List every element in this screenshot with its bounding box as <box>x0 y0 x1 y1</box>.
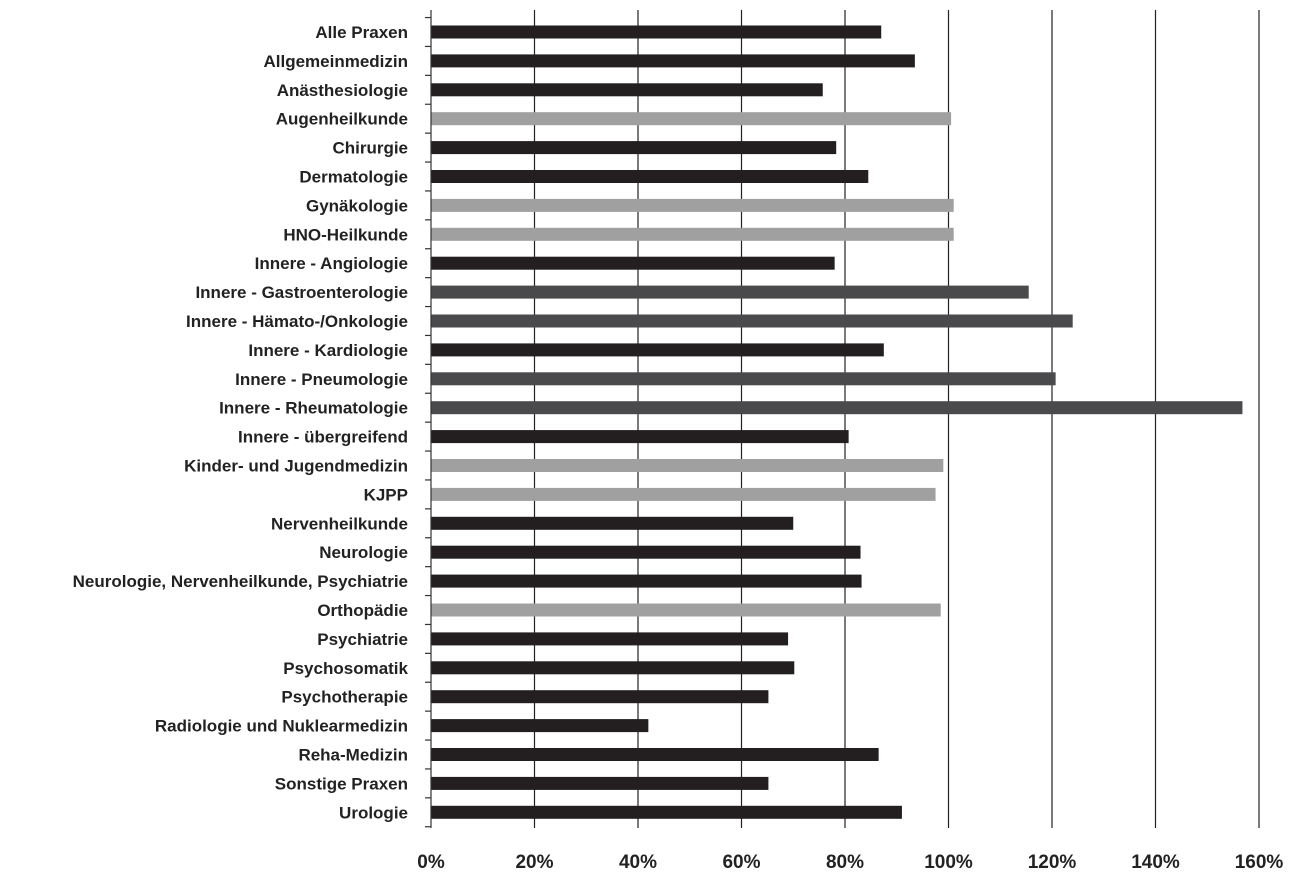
category-label: KJPP <box>364 485 408 504</box>
category-label: Nervenheilkunde <box>271 514 408 533</box>
x-tick-label: 80% <box>826 852 864 873</box>
category-label: Allgemeinmedizin <box>263 52 408 71</box>
category-label: Kinder- und Jugendmedizin <box>184 457 408 476</box>
x-tick-labels: 0% 20% 40% 60% 80% 100% 120% 140% 160% <box>417 852 1283 873</box>
bar <box>431 285 1029 299</box>
category-label: Urologie <box>339 803 408 822</box>
bar <box>431 516 794 530</box>
bar <box>431 805 902 819</box>
category-label: Orthopädie <box>317 601 408 620</box>
category-label: Innere - Rheumatologie <box>219 399 408 418</box>
bar <box>431 83 823 97</box>
bar <box>431 343 884 357</box>
bar <box>431 574 862 588</box>
category-label: Sonstige Praxen <box>275 774 408 793</box>
x-tick-label: 20% <box>515 852 553 873</box>
category-label: Psychiatrie <box>317 630 408 649</box>
bar <box>431 372 1056 386</box>
bar <box>431 170 869 183</box>
x-tick-label: 60% <box>722 852 760 873</box>
category-label: Psychotherapie <box>281 688 408 707</box>
bar <box>431 603 941 617</box>
bar <box>431 141 837 155</box>
category-label: Augenheilkunde <box>276 110 408 129</box>
category-label: Gynäkologie <box>306 196 408 215</box>
bar <box>431 430 849 444</box>
category-label: Innere - Angiologie <box>255 254 408 273</box>
bar <box>431 459 944 472</box>
x-tick-label: 40% <box>619 852 657 873</box>
bar <box>431 401 1243 415</box>
y-axis <box>425 10 432 828</box>
category-label: Reha-Medizin <box>298 746 408 765</box>
category-label: Innere - Gastroenterologie <box>195 283 408 302</box>
x-tick-label: 160% <box>1235 852 1284 873</box>
category-label: Neurologie <box>319 543 408 562</box>
category-label: Innere - übergreifend <box>238 428 408 447</box>
category-label: Alle Praxen <box>315 23 408 42</box>
category-label: Psychosomatik <box>283 659 408 678</box>
category-label: Chirurgie <box>332 139 408 158</box>
category-label: Innere - Hämato-/Onkologie <box>186 312 408 331</box>
bars <box>431 25 1243 819</box>
category-label: Innere - Pneumologie <box>235 370 408 389</box>
bar <box>431 54 915 68</box>
category-label: HNO-Heilkunde <box>283 225 408 244</box>
grid-lines <box>533 10 1260 828</box>
bar <box>431 314 1073 328</box>
bar <box>431 256 835 270</box>
x-tick-label: 120% <box>1028 852 1077 873</box>
bar <box>431 227 954 241</box>
bar <box>431 748 879 761</box>
category-label: Anästhesiologie <box>277 81 408 100</box>
bar <box>431 719 649 733</box>
bar <box>431 198 954 212</box>
x-tick-label: 100% <box>924 852 973 873</box>
category-label: Dermatologie <box>299 168 408 187</box>
bar <box>431 487 936 501</box>
bar <box>431 776 769 790</box>
bar <box>431 112 952 126</box>
category-label: Neurologie, Nervenheilkunde, Psychiatrie <box>73 572 408 591</box>
bar <box>431 25 882 39</box>
x-tick-label: 140% <box>1131 852 1180 873</box>
bar <box>431 690 769 704</box>
category-label: Innere - Kardiologie <box>248 341 408 360</box>
x-tick-label: 0% <box>417 852 445 873</box>
category-label: Radiologie und Nuklearmedizin <box>155 717 408 736</box>
category-labels: Alle Praxen Allgemeinmedizin Anästhesiolog… <box>73 23 409 822</box>
bar <box>431 545 861 559</box>
bar <box>431 661 795 675</box>
bar <box>431 632 789 646</box>
